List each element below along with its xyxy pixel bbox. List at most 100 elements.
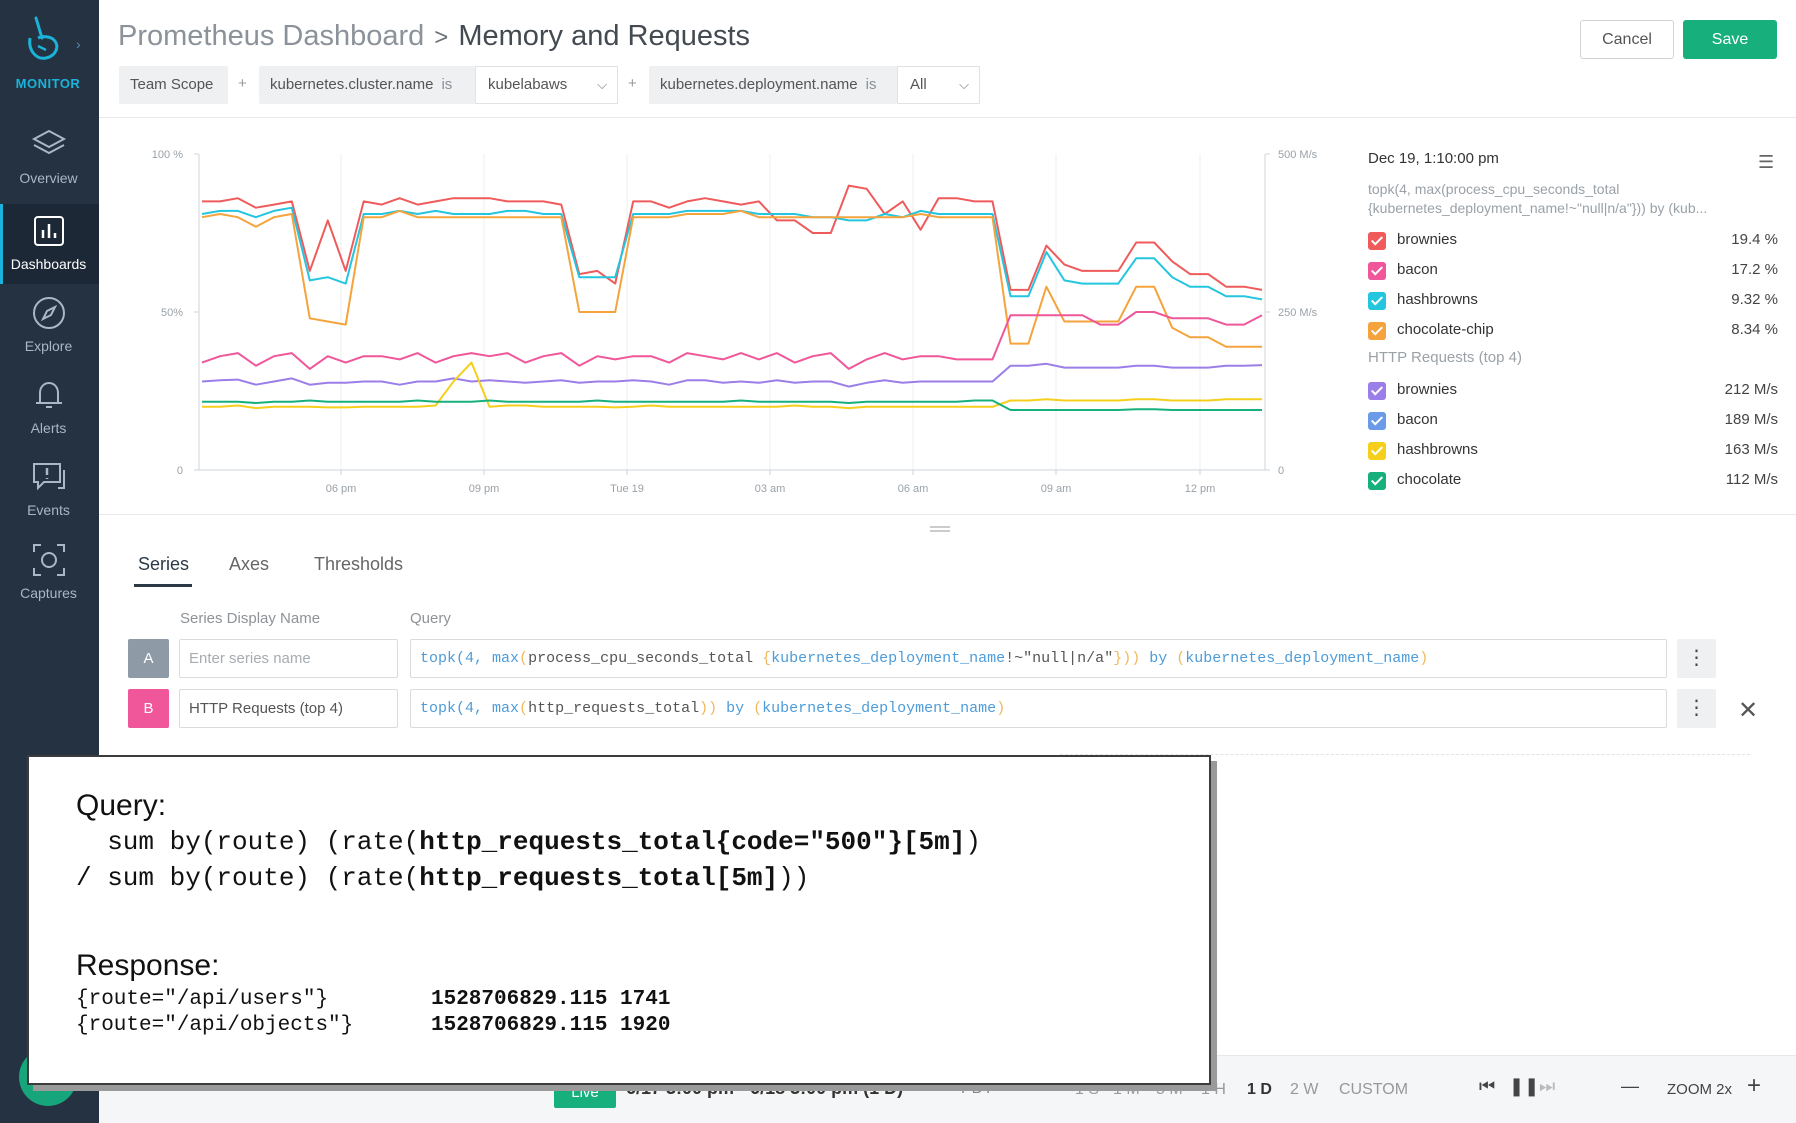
chevron-right-icon[interactable]: › [76,36,81,52]
code-segment: / sum by(route) (rate( [76,863,420,893]
q-paren: ( [753,700,763,717]
preset-1m[interactable]: 1 M [1113,1081,1140,1098]
legend-item[interactable]: brownies 19.4 % [1368,230,1778,252]
x-tick-label: Tue 19 [610,483,644,495]
bar-chart-icon [34,216,64,246]
q-metric: http_requests_total [528,700,700,717]
filter-deployment-key[interactable]: kubernetes.deployment.name is [649,66,897,104]
resize-handle[interactable] [930,526,950,532]
tab-series[interactable]: Series [138,554,190,574]
query-input-b[interactable]: topk(4, max(http_requests_total)) by (ku… [410,689,1667,728]
y-tick-label-left: 50% [161,307,183,319]
series-name-input-a[interactable] [179,639,398,678]
checkbox-icon[interactable] [1368,292,1386,310]
checkbox-icon[interactable] [1368,442,1386,460]
nav-item-events[interactable]: Events [0,450,99,530]
q-fn: topk [420,650,457,667]
nav-item-captures[interactable]: Captures [0,533,99,613]
checkbox-icon[interactable] [1368,262,1386,280]
checkbox-icon[interactable] [1368,322,1386,340]
x-tick-label: 06 pm [326,483,357,495]
tab-active-indicator [134,584,192,587]
legend-item[interactable]: bacon 189 M/s [1368,410,1778,432]
q-fn: max [492,700,520,717]
legend-item[interactable]: chocolate-chip 8.34 % [1368,320,1778,342]
tab-axes[interactable]: Axes [229,554,270,574]
list-menu-icon[interactable]: ☰ [1758,152,1775,172]
preset-custom[interactable]: CUSTOM [1339,1081,1409,1098]
checkbox-icon[interactable] [1368,232,1386,250]
filter-cluster-select[interactable]: kubelabaws ⌵ [475,66,618,104]
checkbox-icon[interactable] [1368,472,1386,490]
add-filter-icon[interactable]: + [238,75,247,92]
q-paren: ) [996,700,1006,717]
divider [1060,754,1750,755]
legend-series-name: brownies [1397,381,1458,398]
preset-1s[interactable]: 1 S [1075,1081,1100,1098]
filter-cluster-key[interactable]: kubernetes.cluster.name is [259,66,475,104]
series-line-brownies-left [202,184,1263,291]
response-label: {route="/api/objects"} [76,1014,354,1037]
q-fn: max [492,650,520,667]
breadcrumb-separator: > [434,24,449,51]
y-tick-label-right: 0 [1278,465,1284,477]
q-fn: topk [420,700,457,717]
series-badge-a[interactable]: A [128,639,169,678]
code-segment: )) [778,863,810,893]
checkbox-icon[interactable] [1368,412,1386,430]
more-vertical-icon[interactable]: ⋮ [1677,639,1716,678]
tab-thresholds[interactable]: Thresholds [314,554,404,574]
column-header-query: Query [410,610,451,627]
brand[interactable]: › MONITOR [0,0,99,100]
query-overlay-card: Query: sum by(route) (rate(http_requests… [27,755,1211,1085]
skip-forward-icon[interactable]: ⏭ [1539,1076,1556,1096]
series-name-input-b[interactable] [179,689,398,728]
legend-series-value: 17.2 % [1731,261,1778,278]
legend-item[interactable]: chocolate 112 M/s [1368,470,1778,492]
series-badge-b[interactable]: B [128,689,169,728]
filter-cluster-key-label: kubernetes.cluster.name [270,76,434,93]
save-button[interactable]: Save [1683,20,1777,59]
nav-item-dashboards[interactable]: Dashboards [0,204,99,284]
breadcrumb-root[interactable]: Prometheus Dashboard [118,20,425,52]
legend-item[interactable]: bacon 17.2 % [1368,260,1778,282]
checkbox-icon[interactable] [1368,382,1386,400]
nav-item-overview[interactable]: Overview [0,118,99,198]
y-tick-label-right: 250 M/s [1278,307,1318,319]
bell-icon [36,381,62,408]
legend-item[interactable]: hashbrowns 163 M/s [1368,440,1778,462]
add-filter-icon[interactable]: + [628,75,637,92]
legend-item[interactable]: hashbrowns 9.32 % [1368,290,1778,312]
pause-icon[interactable]: ❚❚ [1509,1076,1540,1096]
q-by: by [1140,650,1177,667]
legend-series-value: 189 M/s [1724,411,1778,428]
cancel-button[interactable]: Cancel [1580,20,1674,59]
preset-1h[interactable]: 1 H [1201,1081,1226,1098]
query-input-a[interactable]: topk(4, max(process_cpu_seconds_total {k… [410,639,1667,678]
skip-back-icon[interactable]: ⏮ [1479,1076,1496,1096]
zoom-out-icon[interactable]: — [1621,1076,1639,1096]
nav-item-alerts[interactable]: Alerts [0,368,99,448]
preset-2w[interactable]: 2 W [1290,1081,1319,1098]
filter-cluster-value: kubelabaws [488,76,568,93]
overlay-response-heading: Response: [76,949,220,982]
legend-series-value: 9.32 % [1731,291,1778,308]
preset-1d[interactable]: 1 D [1247,1081,1272,1098]
filter-deployment-select[interactable]: All ⌵ [897,66,980,104]
more-vertical-icon[interactable]: ⋮ [1677,689,1716,728]
x-tick-label: 09 am [1041,483,1072,495]
team-scope-chip[interactable]: Team Scope [119,66,228,104]
legend-series-value: 163 M/s [1724,441,1778,458]
series-line-brownies-right [201,362,1263,388]
legend-series-value: 8.34 % [1731,321,1778,338]
line-chart[interactable]: 0 0 50% 250 M/s 100 % 500 M/s 06 pm 09 pm Tue 19… [120,140,1350,510]
legend-item[interactable]: brownies 212 M/s [1368,380,1778,402]
q-paren: ) [1419,650,1429,667]
response-label: {route="/api/users"} [76,988,329,1011]
close-icon[interactable]: ✕ [1738,697,1759,724]
x-tick-label: 03 am [755,483,786,495]
x-tick-label: 12 pm [1185,483,1216,495]
nav-item-explore[interactable]: Explore [0,286,99,366]
preset-5m[interactable]: 5 M [1156,1081,1183,1098]
zoom-in-icon[interactable]: + [1747,1072,1762,1099]
